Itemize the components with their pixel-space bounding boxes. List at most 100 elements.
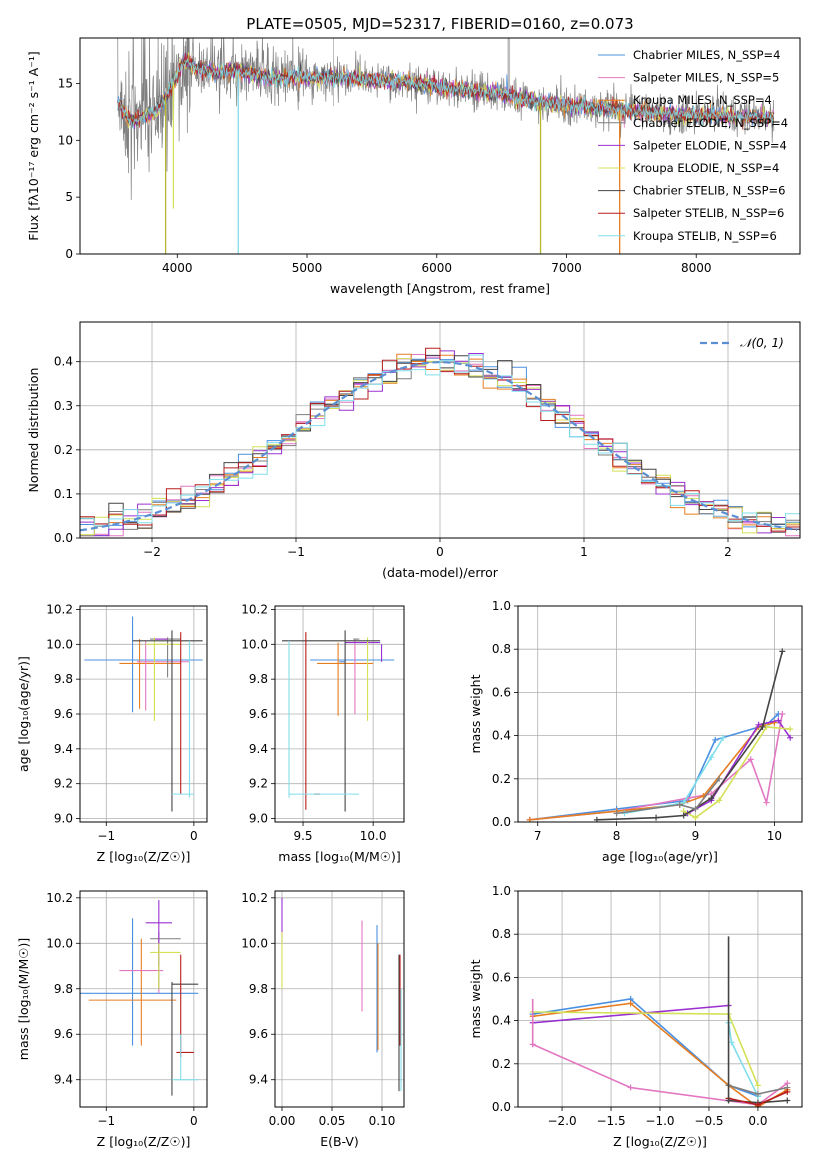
panel-weight-vs-Z: −2.0 −1.5 −1.0 −0.5 0.0 0.0 0.2 0.4 0.6 0.8 1.0 Z [… — [468, 884, 803, 1149]
legend-label-normal: 𝒩(0, 1) — [740, 336, 784, 350]
y-tick-label: 0.4 — [492, 1014, 511, 1028]
y-tick-label: 9.2 — [249, 777, 268, 791]
y-tick-label: 0.4 — [54, 355, 73, 369]
y-tick-label: 10.0 — [46, 637, 73, 651]
y-tick-label: 15 — [58, 76, 73, 90]
y-tick-label: 0 — [65, 247, 73, 261]
residual-histogram-7 — [80, 347, 800, 532]
x-axis-label: mass [log₁₀(M/M☉)] — [278, 849, 400, 864]
x-tick-label: 2 — [724, 545, 732, 559]
y-tick-label: 9.8 — [54, 672, 73, 686]
weight-marker-7-0 — [613, 810, 620, 817]
y-tick-label: 0.2 — [492, 1057, 511, 1071]
plot-area — [281, 897, 402, 1092]
x-tick-label: 7000 — [551, 261, 582, 275]
y-axis-label: Flux [fλ10⁻¹⁷ erg cm⁻² s⁻¹ A⁻¹] — [26, 51, 41, 240]
legend-label-0: Chabrier MILES, N_SSP=4 — [633, 48, 780, 62]
panel-mass-vs-Z: −1 0 9.4 9.6 9.8 10.0 10.2 Z [log₁₀(Z/Z☉)] mass … — [16, 890, 208, 1149]
y-axis-label: mass [log₁₀(M/M☉)] — [16, 938, 31, 1060]
weight-marker-5-2 — [680, 812, 687, 819]
x-axis-label: age [log₁₀(age/yr)] — [602, 849, 718, 864]
weight-marker-1-4 — [747, 756, 754, 763]
weight-marker-3-2 — [755, 721, 762, 728]
x-tick-label: −0.5 — [694, 1114, 723, 1128]
legend-label-3: Chabrier ELODIE, N_SSP=4 — [633, 116, 788, 130]
chart-layer: Chabrier MILES, N_SSP=4 Salpeter MILES, N… — [16, 37, 803, 1149]
weight-marker-6-1 — [680, 799, 687, 806]
y-tick-label: 10.0 — [241, 637, 268, 651]
legend-label-1: Salpeter MILES, N_SSP=5 — [633, 71, 779, 85]
y-tick-label: 9.4 — [249, 742, 268, 756]
y-tick-label: 10.0 — [46, 936, 73, 950]
x-tick-label: −1 — [97, 1114, 115, 1128]
x-axis-label: wavelength [Angstrom, rest frame] — [330, 281, 550, 296]
x-tick-label: 0.0 — [748, 1114, 767, 1128]
y-tick-label: 0.2 — [54, 443, 73, 457]
weight-marker-6-2 — [708, 754, 715, 761]
weight-line-1 — [529, 713, 784, 821]
x-tick-label: 9.5 — [293, 829, 312, 843]
weight-line-0 — [532, 998, 759, 1097]
plot-area — [526, 648, 794, 822]
x-axis-label: (data-model)/error — [382, 565, 499, 580]
x-tick-label: 5000 — [292, 261, 323, 275]
weight-marker-1-1 — [627, 1000, 634, 1007]
weight-marker-7-2 — [692, 806, 699, 813]
panel-age-vs-Z: −1 0 9.0 9.2 9.4 9.6 9.8 10.0 10.2 Z [log₁₀(Z/Z☉)… — [16, 602, 208, 864]
y-tick-label: 10.2 — [46, 891, 73, 905]
weight-marker-2-1 — [627, 1084, 634, 1091]
y-tick-label: 0.0 — [492, 1100, 511, 1114]
x-tick-label: −2.0 — [547, 1114, 576, 1128]
y-tick-label: 0.0 — [492, 815, 511, 829]
axes-frame — [79, 37, 801, 255]
x-tick-label: −2 — [143, 545, 161, 559]
y-tick-label: 0.6 — [492, 685, 511, 699]
y-tick-label: 5 — [65, 190, 73, 204]
y-tick-label: 9.4 — [249, 1073, 268, 1087]
y-tick-label: 0.4 — [492, 729, 511, 743]
y-tick-label: 9.8 — [249, 982, 268, 996]
y-tick-label: 9.6 — [249, 707, 268, 721]
x-axis-label: E(B-V) — [320, 1134, 359, 1149]
weight-marker-7-3 — [716, 775, 723, 782]
x-tick-label: 0.05 — [319, 1114, 346, 1128]
weight-line-6 — [727, 1022, 759, 1097]
y-tick-label: 9.6 — [54, 707, 73, 721]
y-tick-label: 9.6 — [249, 1027, 268, 1041]
x-tick-label: 0 — [436, 545, 444, 559]
x-tick-label: 0.00 — [269, 1114, 296, 1128]
plot-area — [282, 630, 395, 812]
y-tick-label: 9.6 — [54, 1027, 73, 1041]
y-tick-label: 0.1 — [54, 487, 73, 501]
x-tick-label: 0 — [190, 829, 198, 843]
x-tick-label: −1.0 — [645, 1114, 674, 1128]
model-line-8 — [117, 58, 775, 130]
weight-line-2 — [529, 721, 775, 821]
weight-marker-6-1 — [728, 1039, 735, 1046]
weight-line-4 — [532, 1011, 759, 1086]
x-tick-label: 1 — [580, 545, 588, 559]
y-axis-label: Normed distribution — [26, 368, 41, 493]
weight-marker-5-3 — [708, 795, 715, 802]
legend-label-5: Kroupa ELODIE, N_SSP=4 — [633, 161, 779, 175]
weight-marker-4-4 — [787, 726, 794, 733]
weight-marker-5-2 — [784, 1097, 791, 1104]
weight-marker-7-1 — [676, 801, 683, 808]
y-tick-label: 0.0 — [54, 531, 73, 545]
weight-marker-4-2 — [754, 1082, 761, 1089]
weight-marker-5-1 — [653, 814, 660, 821]
y-tick-label: 1.0 — [492, 599, 511, 613]
axes-frame — [517, 605, 803, 823]
figure-title: PLATE=0505, MJD=52317, FIBERID=0160, z=0… — [246, 15, 633, 33]
residual-histogram-8 — [80, 354, 800, 528]
axes-frame — [274, 890, 405, 1108]
y-axis-label: mass weight — [468, 674, 483, 753]
legend-label-7: Salpeter STELIB, N_SSP=6 — [633, 206, 784, 220]
y-tick-label: 10 — [58, 133, 73, 147]
legend-label-2: Kroupa MILES, N_SSP=4 — [633, 93, 772, 107]
x-tick-label: −1 — [287, 545, 305, 559]
plot-area — [80, 900, 199, 1096]
plot-area — [80, 347, 800, 537]
y-tick-label: 10.2 — [241, 602, 268, 616]
